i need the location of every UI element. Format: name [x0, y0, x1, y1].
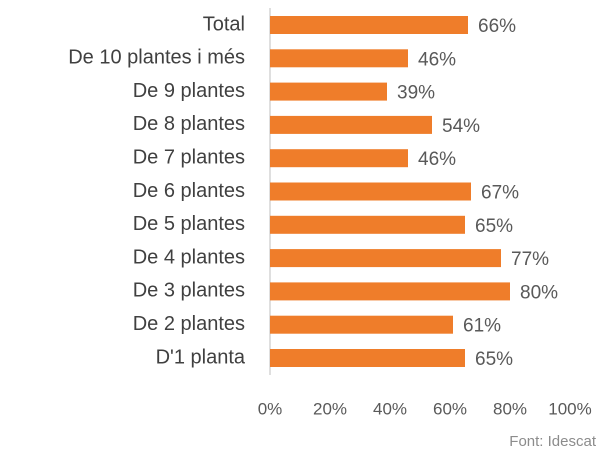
x-tick-label: 40%: [373, 399, 407, 418]
bar: [270, 49, 408, 68]
value-label: 61%: [463, 316, 501, 337]
bar: [270, 315, 453, 334]
value-label: 80%: [520, 282, 558, 303]
category-label: De 5 plantes: [133, 213, 245, 235]
x-tick-label: 60%: [433, 399, 467, 418]
category-label: De 7 plantes: [133, 146, 245, 168]
value-label: 46%: [418, 49, 456, 70]
value-label: 39%: [397, 83, 435, 104]
category-label: De 4 plantes: [133, 246, 245, 268]
category-label: Total: [203, 13, 245, 35]
category-label: De 9 plantes: [133, 80, 245, 102]
value-label: 46%: [418, 149, 456, 170]
value-label: 65%: [475, 349, 513, 370]
category-label: De 10 plantes i més: [68, 47, 245, 69]
value-label: 65%: [475, 216, 513, 237]
bar: [270, 16, 468, 34]
category-label: De 3 plantes: [133, 280, 245, 302]
category-label: De 6 plantes: [133, 180, 245, 202]
bar: [270, 215, 465, 234]
x-tick-label: 0%: [258, 399, 283, 418]
value-label: 77%: [511, 249, 549, 270]
source: Font: Idescat: [509, 433, 597, 450]
category-label: De 8 plantes: [133, 113, 245, 135]
x-tick-label: 80%: [493, 399, 527, 418]
bar: [270, 249, 501, 268]
category-label: D'1 planta: [156, 346, 246, 368]
value-label: 66%: [478, 16, 516, 37]
value-label: 54%: [442, 116, 480, 137]
bar: [270, 115, 432, 134]
bar: [270, 182, 471, 201]
value-label: 67%: [481, 183, 519, 204]
bar: [270, 282, 510, 301]
bar: [270, 349, 465, 367]
x-tick-label: 100%: [548, 399, 591, 418]
bar: [270, 82, 387, 101]
x-tick-label: 20%: [313, 399, 347, 418]
bar: [270, 149, 408, 168]
category-label: De 2 plantes: [133, 313, 245, 335]
